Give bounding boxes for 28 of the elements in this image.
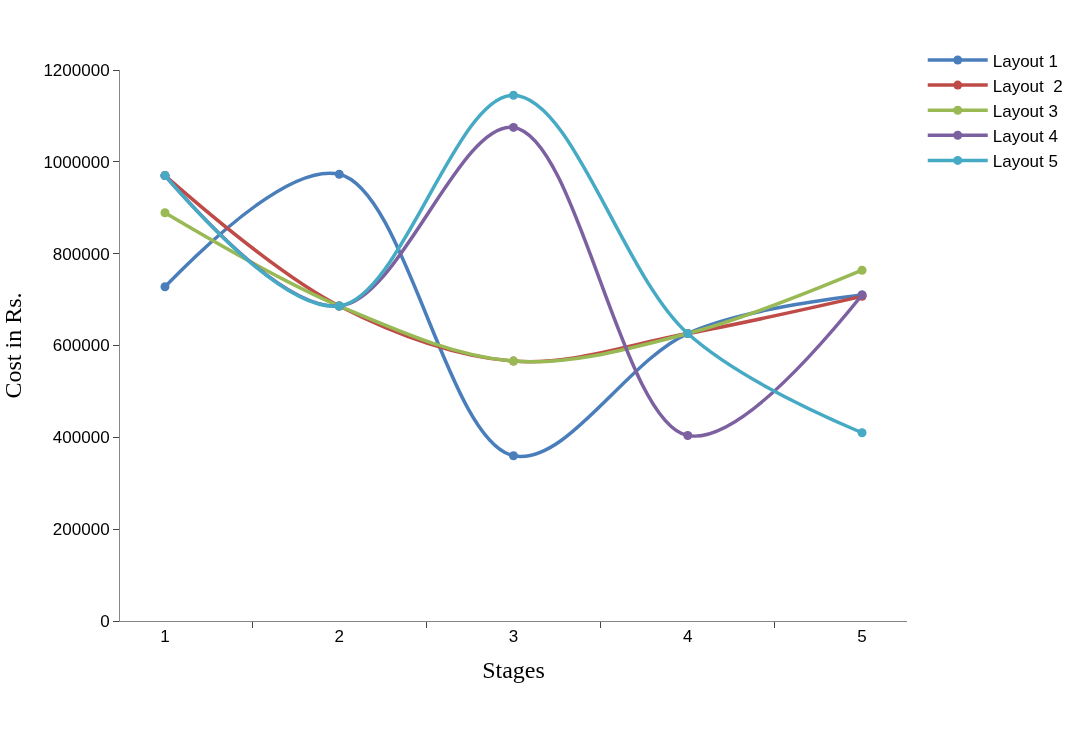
y-tick-label: 400000 <box>52 428 110 448</box>
legend-label: Layout 5 <box>992 152 1058 172</box>
y-tick-label: 1200000 <box>43 60 110 80</box>
point <box>509 122 518 132</box>
point <box>160 208 170 218</box>
y-axis-title: Cost in Rs. <box>0 292 26 399</box>
y-tick-label: 800000 <box>52 244 110 264</box>
legend-label: Layout 2 <box>992 76 1063 96</box>
point <box>334 169 344 179</box>
legend-label: Layout 1 <box>992 51 1058 71</box>
point <box>857 265 867 275</box>
x-tick-label: 3 <box>508 627 519 647</box>
point <box>857 428 867 438</box>
x-tick-label: 2 <box>334 627 344 647</box>
legend-label: Layout 3 <box>992 101 1058 121</box>
y-tick-label: 200000 <box>52 520 110 540</box>
point <box>683 431 693 440</box>
y-tick-label: 1000000 <box>43 152 110 172</box>
point <box>509 90 518 100</box>
y-tick-label: 600000 <box>52 336 110 356</box>
point <box>509 451 518 461</box>
x-tick-label: 5 <box>857 627 867 647</box>
legend-label: Layout 4 <box>992 126 1058 146</box>
point <box>160 282 170 292</box>
x-tick-label: 4 <box>683 627 693 647</box>
y-tick-label: 0 <box>100 611 110 631</box>
x-tick-label: 1 <box>160 627 170 647</box>
x-axis-title: Stages <box>482 656 545 683</box>
